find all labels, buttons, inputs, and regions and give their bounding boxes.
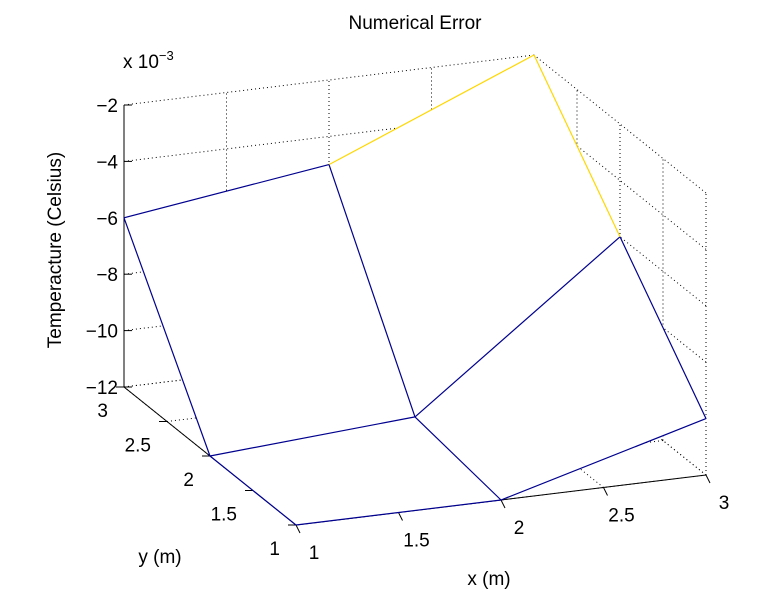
z-tick-label: −4 [96, 152, 118, 173]
surface-mesh [123, 54, 707, 526]
grid-line [533, 111, 707, 250]
x-tick [398, 512, 403, 521]
x-tick [603, 487, 608, 496]
surface-edge [328, 164, 416, 418]
x-tick [705, 474, 711, 484]
x-tick-label: 2.5 [608, 506, 634, 527]
z-tick-label: −8 [96, 265, 118, 286]
z-tick-label: −10 [86, 322, 118, 343]
x-tick-label: 1.5 [403, 531, 429, 552]
surface-edge [414, 416, 502, 501]
z-exponent-label: x 10−3 [123, 48, 174, 73]
grid-line [533, 167, 707, 307]
surface-edge [533, 54, 621, 238]
grid-line [123, 54, 535, 106]
surface-face [210, 416, 501, 525]
z-tick-label: −2 [96, 96, 118, 117]
z-exponent-power: −3 [159, 48, 174, 63]
z-tick-label: −12 [86, 378, 118, 399]
surface-edge [500, 418, 707, 501]
z-tick-label: −6 [96, 209, 118, 230]
surface-edge [619, 236, 707, 419]
chart-title: Numerical Error [348, 13, 482, 34]
y-tick-label: 1 [269, 539, 280, 560]
surface-face [329, 55, 620, 417]
z-exponent-base: x 10 [123, 52, 159, 73]
x-tick-label: 2 [514, 518, 525, 539]
y-tick-label: 2.5 [125, 436, 151, 457]
x-axis-label: x (m) [467, 569, 510, 590]
x-tick [500, 499, 506, 509]
grid-line [533, 223, 707, 363]
surface-edge [209, 455, 297, 526]
surface-edge [328, 54, 535, 166]
y-tick-label: 1.5 [211, 505, 237, 526]
x-tick-label: 1 [309, 543, 320, 564]
surface-edge [414, 236, 621, 418]
surface-face [124, 164, 415, 456]
surface-edge [123, 164, 330, 219]
z-axis-label: Temperacture (Celsius) [45, 152, 66, 348]
x-tick [295, 524, 301, 534]
surface-edge [295, 499, 502, 526]
y-tick-label: 2 [183, 470, 194, 491]
surface-face [415, 236, 706, 501]
grid-line [533, 336, 707, 476]
grid-line [533, 54, 707, 194]
x-tick-label: 3 [719, 493, 730, 514]
surface-edge [123, 217, 211, 457]
surface-edge [209, 416, 416, 457]
y-tick-label: 3 [97, 401, 108, 422]
tick-labels: 1 1.5 2 2.5 3 1 1.5 2 2.5 3 −2 −4 −6 −8 −10 −12 [86, 96, 730, 564]
y-axis-label: y (m) [138, 547, 181, 568]
